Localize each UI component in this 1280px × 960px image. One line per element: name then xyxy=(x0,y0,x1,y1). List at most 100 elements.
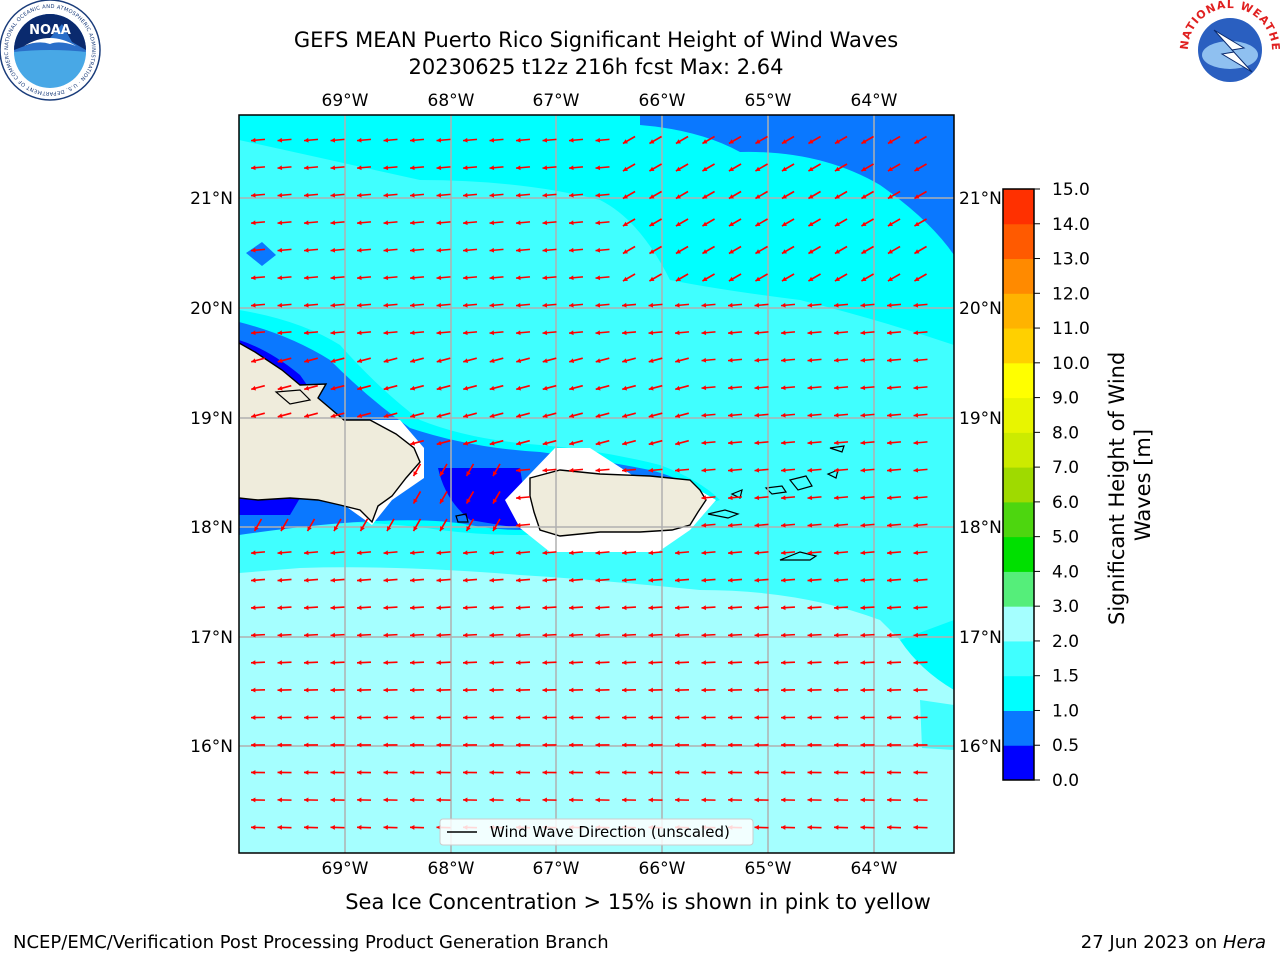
wind-arrow-head xyxy=(410,165,415,171)
wind-arrow-head xyxy=(542,165,548,171)
wind-arrow-head xyxy=(781,221,787,226)
wind-arrow-head xyxy=(728,276,734,281)
wind-arrow-head xyxy=(489,302,495,308)
wind-arrow-head xyxy=(887,825,892,830)
wind-arrow-head xyxy=(781,302,786,308)
colorbar-segment xyxy=(1003,223,1034,260)
lat-label: 21°N xyxy=(190,189,233,209)
wind-arrow-head xyxy=(383,715,388,720)
wind-arrow-head xyxy=(622,358,628,363)
wind-arrow-head xyxy=(330,797,335,803)
wind-arrow-head xyxy=(648,660,653,666)
colorbar-tick-label: 5.0 xyxy=(1052,528,1079,548)
wind-arrow-head xyxy=(728,522,733,528)
wind-arrow-head xyxy=(463,797,468,803)
wind-arrow-head xyxy=(251,715,256,720)
wind-arrow-head xyxy=(330,715,335,720)
wind-arrow-head xyxy=(436,192,442,198)
wind-arrow-head xyxy=(702,249,708,254)
wind-arrow-head xyxy=(383,247,389,253)
colorbar-tick-label: 6.0 xyxy=(1052,493,1079,513)
wind-arrow-head xyxy=(728,797,733,803)
colorbar-segment xyxy=(1003,467,1034,503)
wind-arrow-head xyxy=(304,660,309,666)
wind-arrow-head xyxy=(542,742,547,748)
wind-arrow-head xyxy=(595,302,601,308)
wind-arrow-head xyxy=(357,302,362,308)
wind-arrow-head xyxy=(701,357,707,363)
wind-arrow-head xyxy=(807,632,813,638)
wind-arrow-head xyxy=(887,632,892,638)
wind-arrow-head xyxy=(728,139,734,144)
wind-arrow-head xyxy=(887,166,893,171)
map-title: GEFS MEAN Puerto Rico Significant Height… xyxy=(293,28,899,52)
wind-arrow-head xyxy=(781,825,786,830)
wind-arrow-head xyxy=(436,413,442,418)
wind-arrow-head xyxy=(807,797,812,803)
wind-arrow-head xyxy=(913,440,919,446)
wind-arrow-head xyxy=(277,358,283,363)
wind-arrow-head xyxy=(493,526,498,532)
lat-label: 18°N xyxy=(959,518,1002,538)
wind-arrow-head xyxy=(648,550,654,556)
wind-arrow-head xyxy=(728,467,733,473)
wind-arrow-head xyxy=(516,660,521,666)
wind-arrow-head xyxy=(807,357,813,363)
wind-arrow-head xyxy=(330,247,336,253)
wind-arrow-head xyxy=(701,302,707,308)
wind-arrow-head xyxy=(754,797,759,803)
wind-arrow-head xyxy=(436,605,442,611)
colorbar-tick-label: 12.0 xyxy=(1052,284,1090,304)
wind-arrow-head xyxy=(251,825,256,830)
wind-arrow-head xyxy=(595,413,601,418)
wind-arrow-head xyxy=(913,467,919,473)
wind-arrow-head xyxy=(569,330,574,336)
wind-arrow-head xyxy=(860,550,866,556)
wind-arrow-head xyxy=(728,605,733,611)
wind-arrow-head xyxy=(887,605,892,611)
wind-arrow-head xyxy=(277,715,282,720)
wind-arrow-head xyxy=(701,715,706,720)
footer-host: Hera xyxy=(1222,932,1266,953)
wind-arrow-head xyxy=(304,137,309,143)
wind-arrow-head xyxy=(860,467,866,473)
wind-arrow-head xyxy=(304,302,309,308)
wind-arrow-head xyxy=(834,715,839,720)
wind-arrow-head xyxy=(913,770,918,775)
wind-arrow-head xyxy=(754,660,759,666)
wind-arrow-head xyxy=(410,330,415,336)
wind-arrow-head xyxy=(649,194,655,199)
wind-arrow-head xyxy=(887,797,892,803)
wind-arrow-head xyxy=(383,358,389,363)
wind-arrow-head xyxy=(754,302,760,308)
wind-arrow-head xyxy=(410,632,415,638)
wind-arrow-head xyxy=(861,221,867,226)
wind-arrow-head xyxy=(569,770,574,775)
wind-arrow-head xyxy=(254,526,259,532)
wind-arrow-head xyxy=(251,275,256,281)
wind-arrow-head xyxy=(569,440,575,446)
wind-arrow-head xyxy=(304,192,309,198)
wind-arrow-head xyxy=(754,632,760,638)
wind-arrow-head xyxy=(887,302,892,308)
wind-arrow-head xyxy=(516,413,522,418)
wind-arrow-head xyxy=(436,275,442,281)
wind-arrow-head xyxy=(834,770,839,775)
wind-arrow-head xyxy=(489,330,495,336)
wind-arrow-head xyxy=(330,660,335,666)
wind-arrow-head xyxy=(860,522,866,528)
wind-arrow-head xyxy=(860,412,866,418)
wind-arrow-head xyxy=(463,770,468,775)
wind-arrow-head xyxy=(360,526,365,532)
wind-arrow-head xyxy=(834,357,839,363)
wind-arrow-head xyxy=(516,440,522,446)
colorbar-segment xyxy=(1003,362,1034,399)
wind-arrow-head xyxy=(807,742,812,748)
wind-arrow-head xyxy=(463,632,468,638)
wind-arrow-head xyxy=(542,577,548,583)
wind-arrow-head xyxy=(913,577,919,583)
wind-arrow-head xyxy=(277,220,283,226)
wind-arrow-head xyxy=(648,797,653,803)
wind-arrow-head xyxy=(701,770,706,775)
wind-arrow-head xyxy=(307,526,312,532)
